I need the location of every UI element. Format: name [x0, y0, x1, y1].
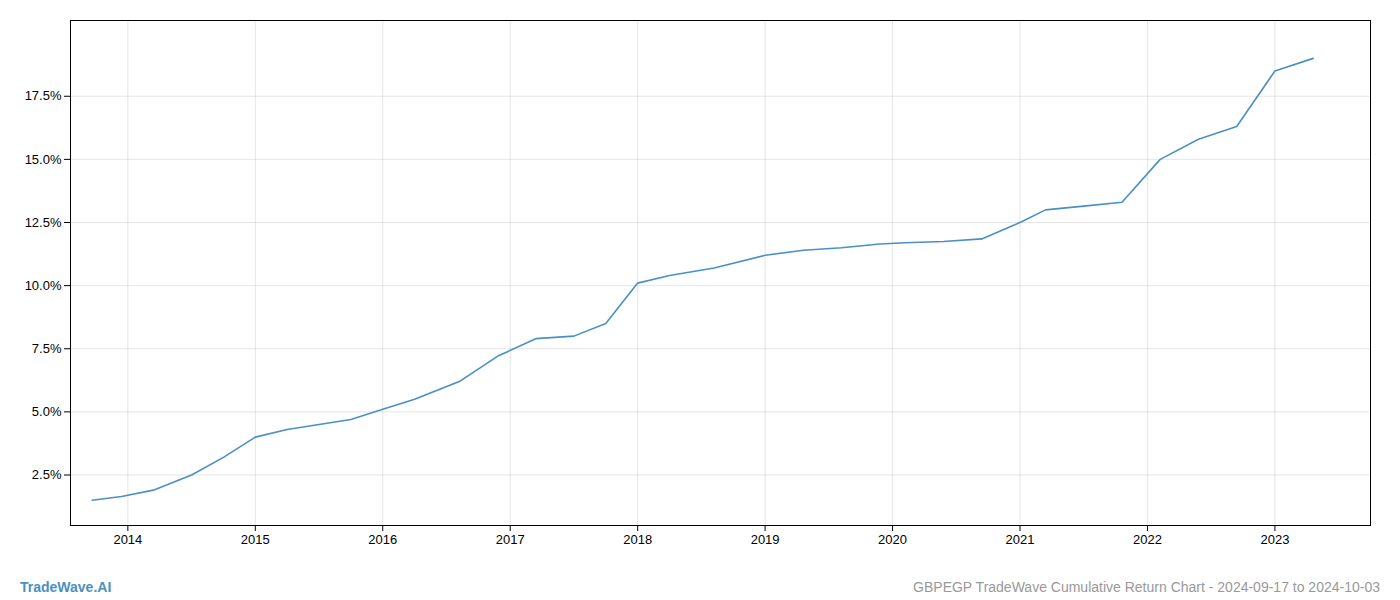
- svg-text:2021: 2021: [1006, 532, 1035, 547]
- html-text:TradeWave.AI: TradeWave.AI: [20, 579, 112, 595]
- svg-text:7.5%: 7.5%: [32, 341, 62, 356]
- html-text:GBPEGP TradeWave Cumulative Re: GBPEGP TradeWave Cumulative Return Chart…: [913, 579, 1380, 595]
- svg-text:2.5%: 2.5%: [32, 467, 62, 482]
- svg-text:2014: 2014: [113, 532, 142, 547]
- svg-text:12.5%: 12.5%: [25, 215, 62, 230]
- svg-text:2019: 2019: [751, 532, 780, 547]
- svg-text:2017: 2017: [496, 532, 525, 547]
- svg-text:10.0%: 10.0%: [25, 278, 62, 293]
- svg-text:2015: 2015: [241, 532, 270, 547]
- svg-text:2018: 2018: [623, 532, 652, 547]
- svg-text:2022: 2022: [1133, 532, 1162, 547]
- svg-text:15.0%: 15.0%: [25, 152, 62, 167]
- svg-text:5.0%: 5.0%: [32, 404, 62, 419]
- svg-text:2023: 2023: [1260, 532, 1289, 547]
- svg-text:2016: 2016: [368, 532, 397, 547]
- svg-text:2020: 2020: [878, 532, 907, 547]
- svg-text:17.5%: 17.5%: [25, 88, 62, 103]
